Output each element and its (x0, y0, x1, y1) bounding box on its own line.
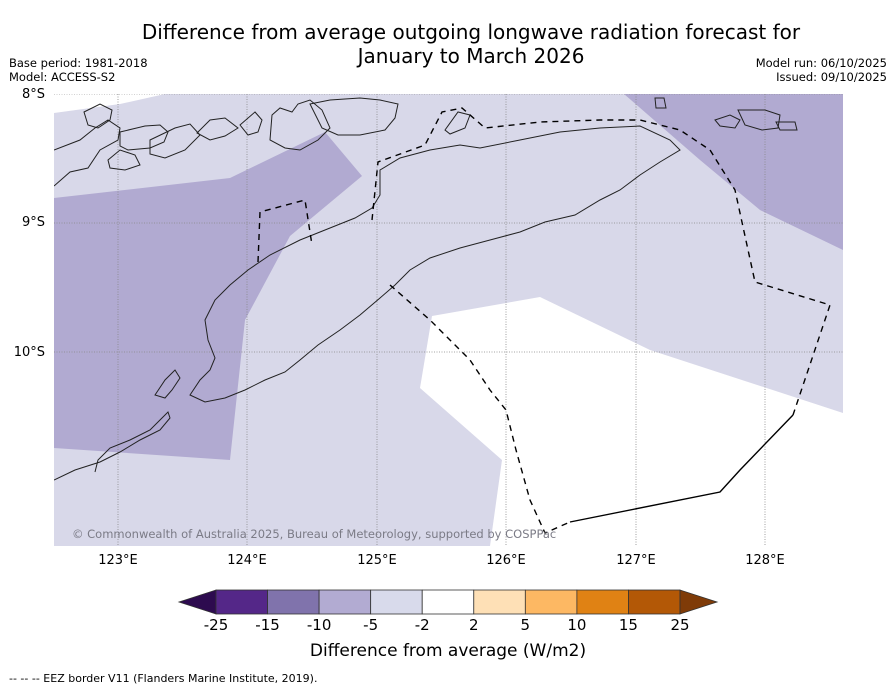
colorbar-bin (421, 589, 475, 615)
colorbar-bin (318, 589, 372, 615)
colorbar-bin (576, 589, 629, 615)
colorbar-bin (524, 589, 578, 615)
eez-border-south (389, 284, 571, 534)
anomaly-fill-neutral-nw (54, 94, 165, 113)
colorbar-tick-label: 5 (520, 616, 531, 634)
colorbar-bin (370, 589, 423, 615)
colorbar-title: Difference from average (W/m2) (309, 641, 587, 661)
coastline-timor (189, 125, 681, 403)
coastline-island-ne (714, 114, 741, 129)
issued-date: Issued: 09/10/2025 (776, 70, 887, 84)
eez-border-east (371, 107, 831, 416)
colorbar-tick-label: 15 (618, 616, 638, 634)
meta-right: Model run: 06/10/2025 Issued: 09/10/2025 (756, 56, 887, 84)
coastline-wetar (309, 97, 399, 136)
model-run: Model run: 06/10/2025 (755, 56, 887, 70)
lat-label-10s: 10°S (13, 345, 45, 360)
colorbar-tick-label: -2 (414, 616, 430, 634)
colorbar-extend-high (679, 589, 719, 615)
colorbar-bin (215, 589, 268, 615)
coastline-flores (119, 124, 169, 151)
eez-footnote: -- -- -- EEZ border V11 (Flanders Marine… (9, 672, 318, 685)
title-line-2: January to March 2026 (357, 44, 585, 68)
base-period: Base period: 1981-2018 (9, 56, 148, 70)
coastline-flores-west (54, 119, 121, 187)
lon-label-126e: 126°E (486, 553, 526, 568)
coastlines (54, 97, 798, 481)
meta-left: Base period: 1981-2018 Model: ACCESS-S2 (9, 56, 148, 84)
lat-label-9s: 9°S (21, 215, 45, 230)
colorbar-tick-label: -15 (255, 616, 280, 634)
copyright-notice: © Commonwealth of Australia 2025, Bureau… (72, 527, 557, 541)
colorbar-tick-label: 10 (567, 616, 587, 634)
anomaly-fill-mid-west (54, 132, 362, 460)
colorbar-bin (628, 589, 681, 615)
colorbar-bin (473, 589, 526, 615)
map-title: Difference from average outgoing longwav… (0, 20, 896, 68)
coastline-alor (269, 99, 331, 151)
colorbar-extend-low (177, 589, 217, 615)
colorbar-tick-label: -10 (306, 616, 332, 634)
eez-border-solid (569, 414, 794, 523)
map-area (54, 94, 843, 546)
colorbar-tick-label: -5 (363, 616, 379, 634)
lon-label-123e: 123°E (98, 553, 138, 568)
eez-borders (257, 107, 831, 534)
model-name: Model: ACCESS-S2 (9, 70, 116, 84)
anomaly-fill-mid-ne (624, 94, 843, 250)
eez-border-oecusse (257, 199, 313, 263)
colorbar (177, 589, 719, 615)
lat-label-8s: 8°S (21, 87, 45, 102)
lon-label-124e: 124°E (227, 553, 267, 568)
colorbar-tick-label: 25 (670, 616, 690, 634)
coastline-roti (54, 411, 171, 481)
colorbar-bin (267, 589, 320, 615)
lon-label-125e: 125°E (357, 553, 397, 568)
title-line-1: Difference from average outgoing longwav… (141, 20, 801, 44)
lon-label-128e: 128°E (745, 553, 785, 568)
colorbar-tick-label: 2 (468, 616, 479, 634)
colorbar-tick-label: -25 (203, 616, 229, 634)
lon-label-127e: 127°E (616, 553, 656, 568)
